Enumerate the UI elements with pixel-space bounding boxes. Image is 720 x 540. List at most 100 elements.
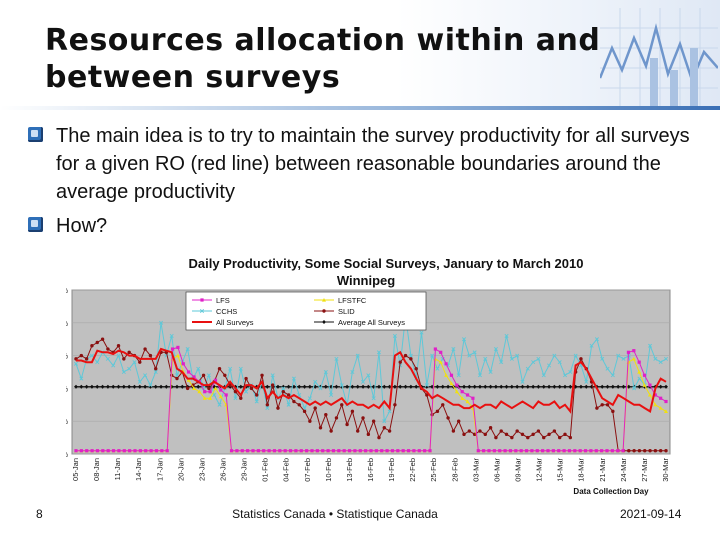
data-point <box>153 384 158 389</box>
data-point <box>444 362 448 366</box>
data-point <box>366 384 371 389</box>
data-point <box>149 449 153 453</box>
data-point <box>428 449 432 453</box>
data-point <box>244 389 249 394</box>
data-point <box>499 384 504 389</box>
data-point <box>493 384 498 389</box>
data-point <box>440 384 445 389</box>
data-point <box>589 449 593 453</box>
data-point <box>235 449 239 453</box>
data-point <box>153 369 158 375</box>
data-point <box>315 449 319 453</box>
data-point <box>374 449 378 453</box>
productivity-chart: Daily Productivity, Some Social Surveys,… <box>66 252 686 500</box>
legend-label: All Surveys <box>216 318 254 327</box>
data-point <box>419 330 424 335</box>
data-point <box>499 429 503 433</box>
data-point <box>313 379 318 384</box>
data-point <box>132 384 137 389</box>
data-point <box>238 384 243 389</box>
data-point <box>552 384 557 389</box>
data-point <box>616 353 621 358</box>
data-point <box>196 366 201 371</box>
data-point <box>355 353 360 358</box>
data-point <box>79 376 84 381</box>
data-point <box>385 449 389 453</box>
data-point <box>610 384 615 389</box>
data-point <box>568 384 573 389</box>
data-point <box>631 356 636 361</box>
data-point <box>637 370 642 374</box>
data-point <box>547 363 552 368</box>
x-tick-label: 03-Mar <box>471 458 480 482</box>
data-point <box>462 432 466 437</box>
data-point <box>520 432 525 437</box>
data-point <box>267 449 271 453</box>
data-point <box>318 426 323 430</box>
data-point <box>100 384 105 389</box>
bullet-box-icon <box>28 217 43 232</box>
data-point <box>371 419 376 423</box>
data-point <box>508 449 513 453</box>
data-point <box>175 376 179 381</box>
data-point <box>457 419 461 423</box>
data-point <box>417 449 421 453</box>
data-point <box>637 384 642 389</box>
data-point <box>106 449 110 453</box>
data-point <box>228 366 233 371</box>
data-point <box>291 376 296 381</box>
data-point <box>542 435 546 440</box>
data-point <box>551 449 555 453</box>
data-point <box>438 360 443 364</box>
data-point <box>412 449 416 453</box>
x-tick-label: 14-Jan <box>134 458 143 481</box>
data-point <box>568 435 573 440</box>
data-point <box>594 449 598 453</box>
y-tick-label: 80% <box>66 321 68 328</box>
legend-label: Average All Surveys <box>338 318 405 327</box>
data-point <box>286 384 291 389</box>
data-point <box>547 384 552 389</box>
legend-marker <box>200 298 204 302</box>
data-point <box>176 345 180 349</box>
data-point <box>435 409 440 414</box>
data-point <box>465 393 470 397</box>
data-point <box>321 449 325 453</box>
data-point <box>616 449 620 453</box>
data-point <box>361 384 366 389</box>
data-point <box>238 366 243 371</box>
data-point <box>605 449 609 453</box>
data-point <box>584 379 589 384</box>
data-point <box>488 369 493 375</box>
y-tick-label: 40% <box>66 386 68 393</box>
data-point <box>143 373 148 378</box>
data-point <box>557 360 562 365</box>
bullet-box-icon <box>28 127 43 142</box>
data-point <box>337 449 341 453</box>
data-point <box>331 449 336 453</box>
data-point <box>530 449 534 453</box>
slide-title: Resources allocation within and between … <box>45 23 601 95</box>
data-point <box>376 384 381 389</box>
data-point <box>272 449 277 453</box>
data-point <box>414 384 419 389</box>
data-point <box>562 449 566 453</box>
data-point <box>626 350 631 354</box>
data-point <box>476 449 480 453</box>
data-point <box>95 449 100 453</box>
data-point <box>101 449 105 453</box>
data-point <box>117 449 121 453</box>
data-point <box>185 386 190 391</box>
data-point <box>658 384 663 389</box>
x-tick-label: 27-Mar <box>640 458 649 482</box>
data-point <box>159 384 164 389</box>
data-point <box>653 402 658 407</box>
data-point <box>85 449 89 453</box>
data-point <box>89 384 94 389</box>
data-point <box>578 384 583 389</box>
data-point <box>392 333 397 338</box>
data-point <box>192 386 196 390</box>
data-point <box>106 347 110 351</box>
data-point <box>213 378 218 382</box>
data-point <box>482 449 486 453</box>
